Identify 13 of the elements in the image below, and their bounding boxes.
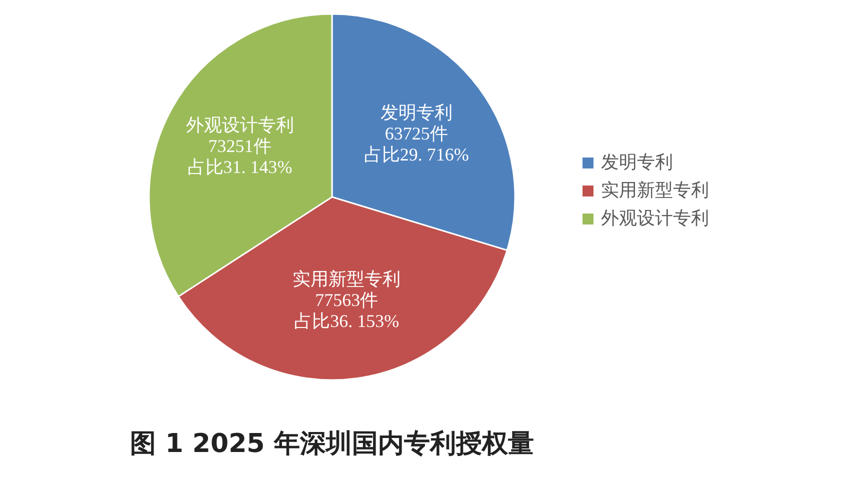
text: 图 1 2025 年深圳国内专利授权量 <box>130 429 534 459</box>
text: 占比36. 153% <box>294 310 400 331</box>
slice-label: 外观设计专利 <box>186 114 294 135</box>
text: 占比29. 716% <box>364 144 469 164</box>
slice-label: 实用新型专利 <box>292 268 401 289</box>
text: 占比31. 143% <box>187 156 292 177</box>
slice-label: 发明专利 <box>380 102 452 122</box>
legend-label: 外观设计专利 <box>601 208 709 229</box>
legend-label: 实用新型专利 <box>601 180 709 201</box>
data-label: 77563件 <box>315 290 378 310</box>
data-label: 73251件 <box>208 136 272 156</box>
legend-label: 发明专利 <box>601 152 673 173</box>
data-label: 63725件 <box>384 123 448 144</box>
